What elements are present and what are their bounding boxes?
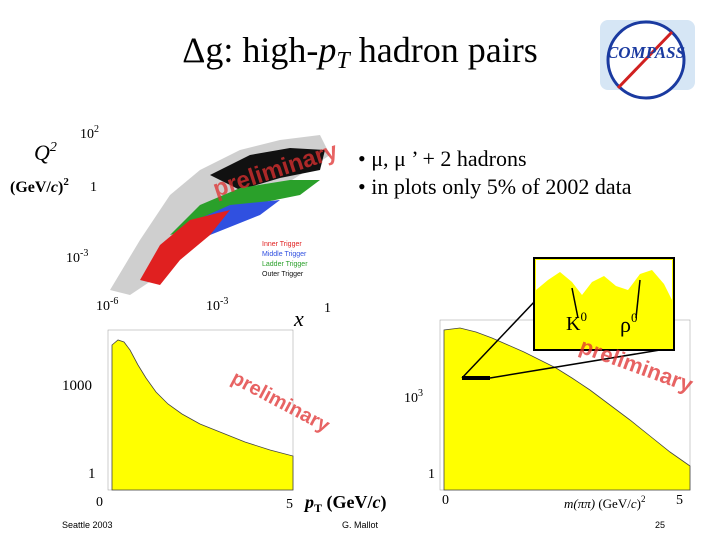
x-tick-label: 0 (442, 493, 449, 508)
y-tick-label: 102 (80, 124, 99, 142)
x-tick-label: 10-3 (206, 296, 228, 314)
bullet: • in plots only 5% of 2002 data (358, 174, 632, 199)
histogram-fill (111, 339, 294, 491)
scatter-band (210, 148, 325, 190)
y-tick-label: 1 (88, 466, 96, 482)
x-label: x (293, 306, 304, 331)
footer-center: G. Mallot (342, 520, 379, 530)
y-tick-label: 1 (428, 467, 435, 482)
x-label: m(ππ) (GeV/c)2 (564, 494, 645, 511)
x-tick-label: 0 (96, 495, 103, 510)
legend-entry: Middle Trigger (262, 251, 307, 258)
logo-text: COMPASS (607, 43, 685, 62)
title: Δg: high-pT hadron pairs (182, 30, 537, 74)
legend-entry: Inner Trigger (262, 241, 302, 248)
y-tick-label: 10-3 (66, 248, 88, 266)
x-tick-label: 1 (324, 301, 331, 316)
histogram-fill (443, 327, 691, 491)
x-label: pT (GeV/c) (303, 492, 387, 515)
inset-arrow (571, 287, 579, 319)
logo-stroke (616, 30, 674, 90)
zoom-line (461, 299, 537, 379)
legend-entry: Ladder Trigger (262, 261, 308, 268)
zoom-line (489, 347, 673, 379)
y-tick-label: 1000 (62, 378, 92, 394)
inset-label: ρ0 (620, 310, 637, 337)
x-tick-label: 5 (676, 493, 683, 508)
footer-right: 25 (655, 520, 665, 530)
bullet: • μ, μ ’ + 2 hadrons (358, 146, 527, 171)
y-label-units: (GeV/c)2 (10, 176, 69, 196)
scatter-band (140, 210, 230, 285)
y-label: Q2 (34, 140, 57, 165)
logo: COMPASS (600, 20, 695, 100)
inset-top (536, 260, 672, 300)
y-tick-label: 1 (90, 180, 97, 195)
footer-left: Seattle 2003 (62, 520, 113, 530)
y-tick-label: 103 (404, 388, 423, 406)
x-tick-label: 5 (286, 497, 293, 512)
legend-entry: Outer Trigger (262, 271, 304, 278)
legend: Inner Trigger Middle Trigger Ladder Trig… (262, 241, 308, 278)
inset-label: K0 (566, 309, 587, 335)
inset-arrow (635, 279, 641, 319)
x-tick-label: 10-6 (96, 296, 118, 314)
